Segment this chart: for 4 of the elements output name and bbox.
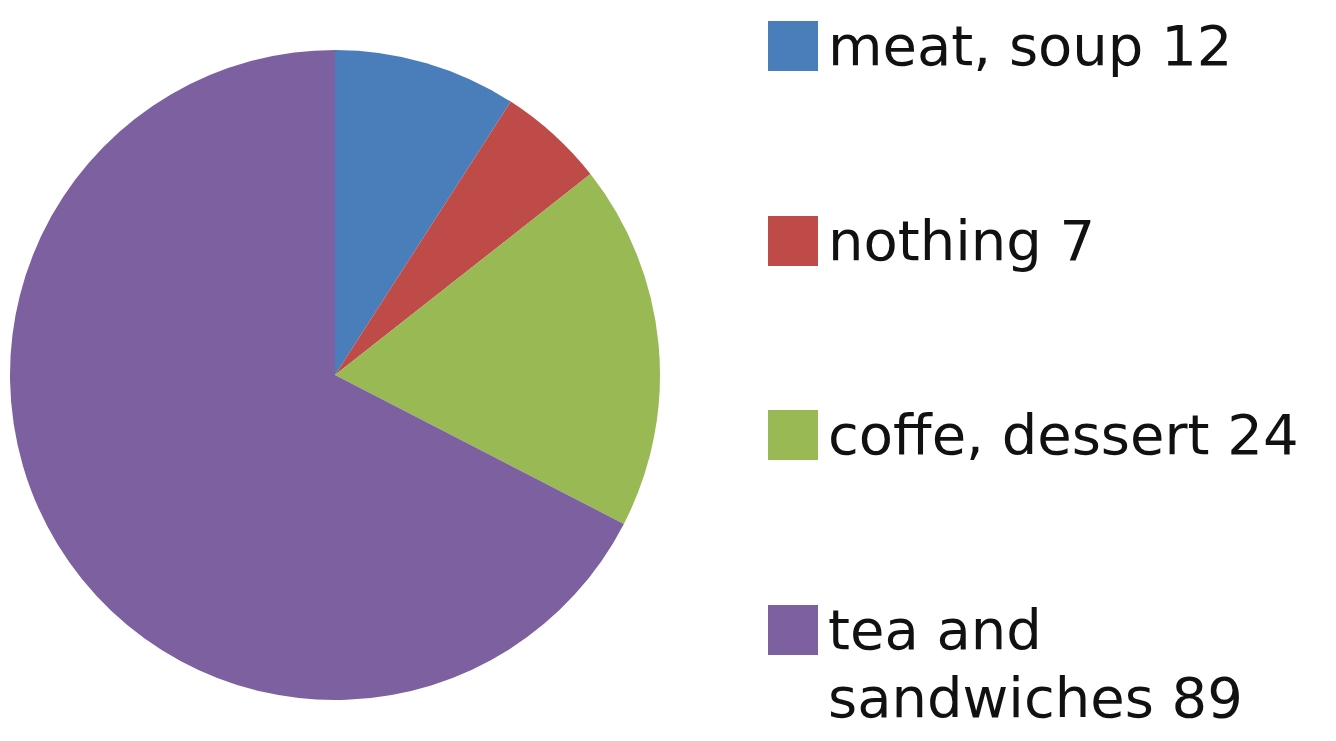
legend-label: tea and sandwiches 89 xyxy=(828,595,1244,732)
legend-label: nothing 7 xyxy=(828,206,1096,275)
legend-label: meat, soup 12 xyxy=(828,12,1233,80)
legend-label: coffe, dessert 24 xyxy=(828,401,1299,470)
